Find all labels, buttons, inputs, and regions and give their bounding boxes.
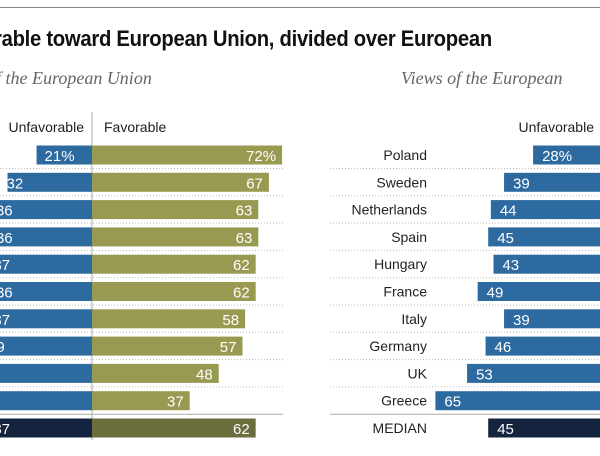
left-subtitle: f the European Union: [0, 68, 152, 88]
country-label: France: [383, 284, 427, 300]
legend-unfavorable: Unfavorable: [519, 119, 595, 135]
bar-label-unfavorable: 32: [7, 175, 24, 192]
bar-label-unfavorable: 36: [0, 203, 13, 220]
bar-label-unfavorable: 37: [0, 312, 10, 329]
bar-unfavorable: [0, 200, 93, 220]
bar-unfavorable: [0, 309, 93, 329]
country-label: Poland: [383, 147, 427, 163]
country-label: Netherlands: [352, 202, 428, 218]
bar-favorable: [92, 145, 283, 165]
bar-unfavorable: [504, 172, 600, 192]
chart-title: rable toward European Union, divided ove…: [0, 26, 492, 51]
bar-label-unfavorable: 46: [495, 339, 512, 356]
bar-label-favorable: 62: [233, 285, 250, 302]
bar-label-favorable: 58: [222, 312, 239, 329]
bar-label-unfavorable: 45: [497, 230, 514, 247]
bar-unfavorable: [477, 282, 600, 301]
bar-unfavorable: [467, 363, 600, 383]
bar-favorable: [92, 391, 190, 411]
country-label: UK: [408, 365, 428, 381]
bar-unfavorable: [504, 309, 600, 329]
bar-favorable: [92, 254, 256, 274]
country-label: Italy: [401, 311, 427, 327]
bar-unfavorable: [7, 172, 93, 192]
bar-unfavorable: [533, 145, 600, 165]
bar-label-favorable: 62: [233, 421, 250, 438]
bar-label-unfavorable: 43: [502, 257, 519, 274]
bar-label-favorable: 67: [246, 175, 263, 192]
bar-label-unfavorable: 21%: [45, 148, 75, 165]
bar-label-unfavorable: 37: [0, 421, 10, 438]
bar-unfavorable: [488, 418, 600, 438]
bar-label-favorable: 37: [167, 394, 184, 411]
country-label: Hungary: [374, 256, 427, 272]
bar-unfavorable: [0, 336, 92, 356]
bar-favorable: [92, 227, 259, 247]
bar-label-favorable: 63: [236, 203, 253, 220]
bar-unfavorable: [36, 145, 92, 165]
bar-unfavorable: [0, 363, 92, 383]
bar-unfavorable: [488, 227, 600, 247]
bar-label-favorable: 63: [236, 230, 253, 247]
bar-label-favorable: 57: [220, 339, 237, 356]
bar-favorable: [92, 309, 246, 329]
bar-label-unfavorable: 39: [513, 175, 530, 192]
bar-favorable: [92, 200, 259, 220]
country-label: Sweden: [376, 174, 427, 190]
right-subtitle: Views of the European: [401, 68, 563, 88]
bar-unfavorable: [0, 254, 93, 274]
bar-label-unfavorable: 28%: [542, 148, 572, 165]
bar-unfavorable: [0, 391, 92, 411]
bar-unfavorable: [0, 282, 93, 301]
bar-favorable: [92, 172, 269, 192]
bar-unfavorable: [435, 391, 600, 411]
bar-label-unfavorable: 45: [497, 421, 514, 438]
bar-unfavorable: [485, 336, 600, 356]
country-label: MEDIAN: [373, 420, 427, 436]
legend-unfavorable: Unfavorable: [9, 119, 85, 135]
legend-favorable: Favorable: [104, 119, 166, 135]
bar-label-unfavorable: 39: [0, 339, 5, 356]
bar-label-favorable: 72%: [246, 148, 276, 165]
bar-favorable: [92, 418, 256, 438]
country-label: Germany: [369, 338, 427, 354]
country-label: Spain: [391, 229, 427, 245]
bar-label-unfavorable: 36: [0, 230, 13, 247]
country-label: Greece: [381, 393, 427, 409]
bar-favorable: [92, 282, 256, 301]
bar-favorable: [92, 363, 219, 383]
bar-label-unfavorable: 65: [444, 394, 461, 411]
bar-label-unfavorable: 36: [0, 285, 13, 302]
bar-label-favorable: 62: [233, 257, 250, 274]
bar-unfavorable: [0, 418, 93, 438]
bar-label-unfavorable: 37: [0, 257, 10, 274]
bar-label-unfavorable: 44: [500, 203, 517, 220]
bar-unfavorable: [493, 254, 600, 274]
bar-label-unfavorable: 53: [476, 366, 493, 383]
bar-unfavorable: [490, 200, 600, 220]
bar-label-unfavorable: 49: [487, 285, 504, 302]
top-rule: [0, 7, 600, 8]
bar-unfavorable: [0, 227, 93, 247]
bar-favorable: [92, 336, 243, 356]
bar-label-unfavorable: 39: [513, 312, 530, 329]
bar-label-favorable: 48: [196, 366, 213, 383]
